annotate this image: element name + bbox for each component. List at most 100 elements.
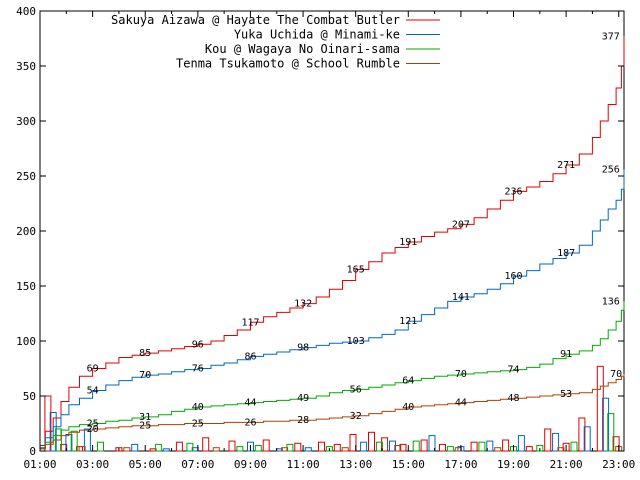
bar-3-61	[78, 446, 86, 452]
series-line-1	[40, 169, 625, 449]
data-label-3-34: 25	[139, 421, 151, 432]
series-line-2	[40, 301, 625, 450]
y-tick-label-6: 300	[16, 115, 36, 128]
x-tick-label-3: 07:00	[181, 458, 214, 471]
bar-0-16	[420, 439, 428, 452]
data-label-1-16: 103	[347, 336, 365, 347]
bar-0-4	[149, 448, 157, 452]
bar-0-6	[202, 437, 210, 452]
bar-1-30	[162, 448, 170, 452]
bar-2-55	[446, 446, 454, 452]
axes: 0 50 100 150 200 250 300 350 400 01:00 03:00 05:00 0…	[16, 5, 635, 471]
bar-2-53	[375, 441, 383, 452]
data-label-0-10: 377	[602, 31, 620, 42]
series-line-0	[40, 36, 625, 446]
bar-1-34	[304, 447, 312, 452]
data-label-2-31: 91	[560, 349, 572, 360]
y-tick-label-1: 50	[23, 390, 36, 403]
data-label-3-35: 25	[192, 419, 204, 430]
bar-1-41	[552, 432, 560, 452]
bar-0-10	[318, 441, 325, 452]
x-tick-label-0: 01:00	[23, 458, 56, 471]
data-label-2-28: 64	[402, 376, 414, 387]
y-tick-label-8: 400	[16, 5, 36, 18]
bar-0-21	[544, 428, 552, 452]
x-tick-label-9: 19:00	[497, 458, 530, 471]
x-tick-label-4: 09:00	[234, 458, 267, 471]
x-tick-label-6: 13:00	[339, 458, 372, 471]
bar-0-11	[333, 443, 341, 452]
data-label-1-21: 256	[602, 164, 620, 175]
bar-2-45	[70, 430, 78, 452]
data-label-0-5: 165	[347, 265, 365, 276]
bar-0-0	[44, 395, 52, 452]
x-tick-label-8: 17:00	[444, 458, 477, 471]
data-label-1-19: 160	[504, 271, 522, 282]
data-labels: 69 85 96 117 132 165 191 207 236 271 377 54 70 76 86 98…	[87, 31, 623, 435]
bar-0-5	[175, 441, 183, 452]
bar-2-60	[607, 413, 615, 452]
data-label-1-15: 98	[297, 343, 309, 354]
bar-2-54	[412, 440, 420, 452]
data-label-2-22: 25	[87, 419, 99, 430]
series-lines	[40, 36, 625, 450]
bar-0-15	[399, 443, 407, 452]
bar-2-47	[154, 443, 162, 452]
data-label-3-37: 28	[297, 415, 309, 426]
x-tick-label-10: 21:00	[550, 458, 583, 471]
x-tick-label-5: 11:00	[287, 458, 320, 471]
bar-3-65	[341, 447, 349, 452]
bar-2-49	[236, 446, 244, 452]
bar-2-50	[254, 445, 262, 452]
data-label-2-27: 56	[350, 384, 362, 395]
data-label-0-6: 191	[399, 237, 417, 248]
legend: Sakuya Aizawa @ Hayate The Combat Butler…	[111, 13, 440, 71]
plot-frame	[39, 10, 625, 452]
bar-2-56	[478, 441, 486, 452]
data-label-3-36: 26	[244, 417, 256, 428]
bar-1-42	[583, 426, 591, 452]
data-label-1-17: 121	[399, 316, 417, 327]
y-tick-label-7: 350	[16, 60, 36, 73]
y-tick-label-2: 100	[16, 335, 36, 348]
data-label-0-0: 69	[87, 364, 99, 375]
hourly-bars	[44, 365, 623, 452]
bar-0-20	[525, 446, 533, 452]
data-label-2-30: 74	[507, 365, 519, 376]
data-label-3-40: 44	[455, 398, 467, 409]
bar-3-66	[394, 445, 402, 452]
bar-0-23	[578, 417, 586, 452]
data-label-0-7: 207	[452, 219, 470, 230]
data-label-1-14: 86	[244, 351, 256, 362]
bar-3-69	[557, 447, 565, 452]
data-label-0-8: 236	[504, 186, 522, 197]
bar-1-36	[389, 440, 396, 452]
bar-1-26	[49, 412, 57, 452]
bar-1-43	[602, 397, 610, 452]
data-label-1-18: 141	[452, 292, 470, 303]
data-label-0-2: 96	[192, 339, 204, 350]
x-tick-label-1: 03:00	[76, 458, 109, 471]
data-label-2-29: 70	[455, 369, 467, 380]
bar-0-7	[228, 440, 236, 452]
bar-2-48	[186, 442, 194, 452]
bar-0-18	[470, 441, 478, 452]
bar-3-68	[494, 447, 502, 452]
legend-entry-1: Yuka Uchida @ Minami-ke	[234, 28, 400, 42]
data-label-3-43: 70	[610, 369, 622, 380]
bar-3-62	[123, 447, 131, 452]
bar-1-37	[428, 435, 436, 452]
bar-1-29	[131, 443, 139, 452]
data-label-0-3: 117	[241, 317, 259, 328]
bar-0-1	[60, 443, 68, 452]
y-tick-label-4: 200	[16, 225, 36, 238]
x-tick-label-2: 05:00	[129, 458, 162, 471]
data-label-0-1: 85	[139, 348, 151, 359]
data-label-2-23: 31	[139, 412, 151, 423]
bar-1-28	[83, 428, 91, 452]
legend-entry-0: Sakuya Aizawa @ Hayate The Combat Butler	[111, 13, 400, 27]
legend-entry-2: Kou @ Wagaya No Oinari-sama	[205, 42, 400, 56]
bar-0-17	[439, 443, 446, 452]
series-line-3	[40, 374, 625, 450]
